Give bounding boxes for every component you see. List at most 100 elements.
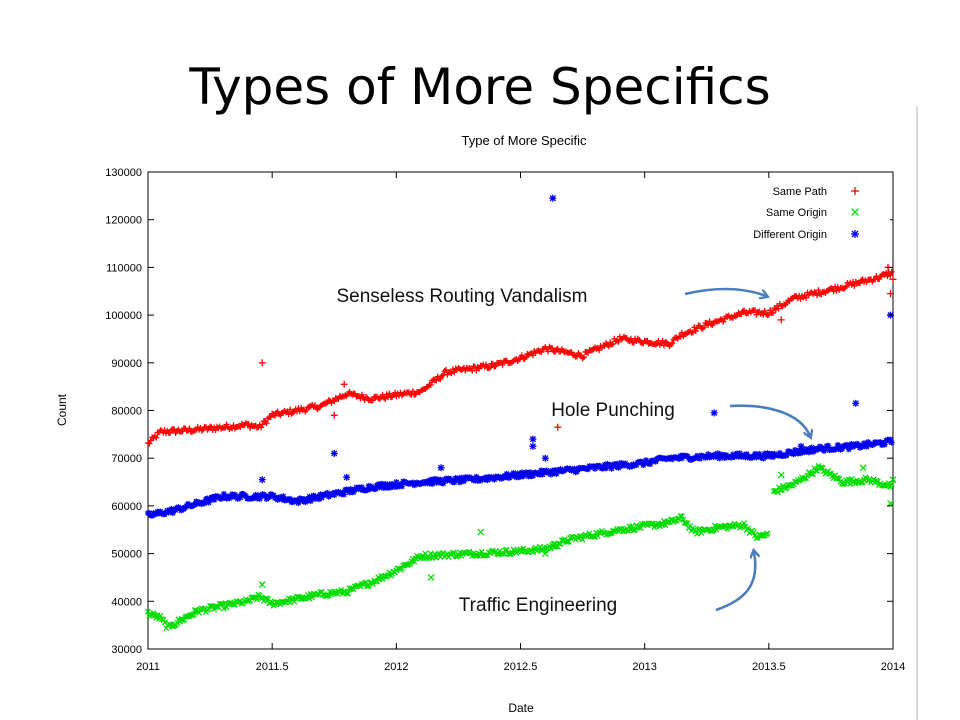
data-point <box>503 546 510 553</box>
data-point <box>750 529 757 536</box>
data-point <box>720 318 727 325</box>
data-point <box>660 518 667 525</box>
y-tick-label: 70000 <box>111 453 142 465</box>
data-point <box>151 433 158 440</box>
data-point-outlier <box>529 442 537 450</box>
legend-label-same-origin: Same Origin <box>766 207 827 219</box>
data-point <box>841 285 848 292</box>
x-tick-label: 2011.5 <box>256 661 289 673</box>
data-point <box>700 324 707 331</box>
data-point <box>580 354 587 361</box>
data-point <box>699 325 706 332</box>
data-point-outlier <box>529 435 537 443</box>
chart-legend: Same Path Same Origin Different Origin <box>690 178 890 248</box>
data-point <box>669 340 676 347</box>
data-point <box>716 317 723 324</box>
legend-label-different-origin: Different Origin <box>753 229 827 241</box>
data-point <box>707 321 714 328</box>
data-point <box>448 370 455 377</box>
data-point <box>883 270 890 277</box>
data-point-outlier <box>551 540 559 548</box>
data-point <box>660 342 667 349</box>
data-point <box>324 592 331 599</box>
data-point <box>230 601 237 608</box>
data-point <box>411 391 418 398</box>
chart-title: Type of More Specific <box>462 133 587 148</box>
data-point <box>852 278 859 285</box>
x-axis-title: Date <box>508 701 534 715</box>
data-point <box>190 611 197 618</box>
x-tick-label: 2011 <box>136 661 160 673</box>
series-same-path <box>145 263 897 447</box>
data-point <box>814 292 821 299</box>
data-point <box>545 348 552 355</box>
data-point-outlier <box>340 380 348 388</box>
data-point <box>287 406 294 413</box>
data-point-outlier <box>852 399 860 407</box>
data-point <box>803 294 810 301</box>
data-point <box>267 414 274 421</box>
data-point <box>191 607 198 614</box>
data-point <box>769 309 776 316</box>
slide-title: Types of More Specifics <box>189 58 771 116</box>
data-point-outlier <box>541 550 549 558</box>
data-point <box>887 272 894 279</box>
y-tick-label: 100000 <box>105 310 142 322</box>
data-point <box>441 368 448 375</box>
data-point <box>483 361 490 368</box>
data-point <box>358 391 365 398</box>
legend-symbol <box>851 208 859 216</box>
x-tick-label: 2013.5 <box>752 661 786 673</box>
data-point <box>815 287 822 294</box>
data-point <box>157 612 164 619</box>
y-tick-label: 130000 <box>105 167 142 179</box>
series-different-origin <box>145 194 895 519</box>
annotation-senseless-routing-vandalism: Senseless Routing Vandalism <box>336 286 587 307</box>
y-tick-label: 110000 <box>106 262 142 274</box>
y-tick-label: 120000 <box>105 215 142 227</box>
data-point <box>677 512 684 519</box>
data-point <box>409 388 416 395</box>
data-point <box>259 421 266 428</box>
tick-layer: 30000 40000 50000 60000 70000 80000 90000 10000… <box>105 167 905 673</box>
data-layer <box>144 194 897 632</box>
data-point <box>476 365 483 372</box>
data-point <box>146 440 153 447</box>
annotation-arrow-vandalism <box>684 287 766 296</box>
x-tick-label: 2012 <box>384 661 408 673</box>
data-point <box>689 329 696 336</box>
data-point-outlier <box>330 411 338 419</box>
data-point <box>833 287 840 294</box>
data-point <box>836 475 843 482</box>
data-point-outlier <box>258 581 266 589</box>
data-point <box>345 590 352 597</box>
data-point <box>678 513 685 520</box>
data-point <box>433 377 440 384</box>
data-point <box>654 340 661 347</box>
data-point-outlier <box>889 476 897 484</box>
data-point-outlier <box>343 473 351 481</box>
data-point-outlier <box>889 275 897 283</box>
data-point <box>487 364 494 371</box>
y-tick-label: 50000 <box>111 549 142 561</box>
data-point <box>564 538 571 545</box>
data-point-outlier <box>777 316 785 324</box>
data-point <box>427 381 434 388</box>
data-point <box>565 538 572 545</box>
data-point <box>161 427 168 434</box>
data-point <box>372 578 379 585</box>
data-point <box>529 549 536 556</box>
data-point <box>167 429 174 436</box>
data-point <box>518 352 525 359</box>
data-point <box>245 421 252 428</box>
data-point <box>380 394 387 401</box>
data-point-outlier <box>797 442 805 450</box>
data-point <box>740 520 748 527</box>
x-tick-label: 2012.5 <box>504 661 538 673</box>
data-point-outlier <box>777 471 785 479</box>
data-point <box>884 273 891 280</box>
annotation-arrow-traffic-engineering <box>715 552 755 612</box>
data-point-outlier <box>859 464 867 472</box>
data-point-outlier <box>541 454 549 462</box>
x-tick-label: 2013 <box>632 661 656 673</box>
